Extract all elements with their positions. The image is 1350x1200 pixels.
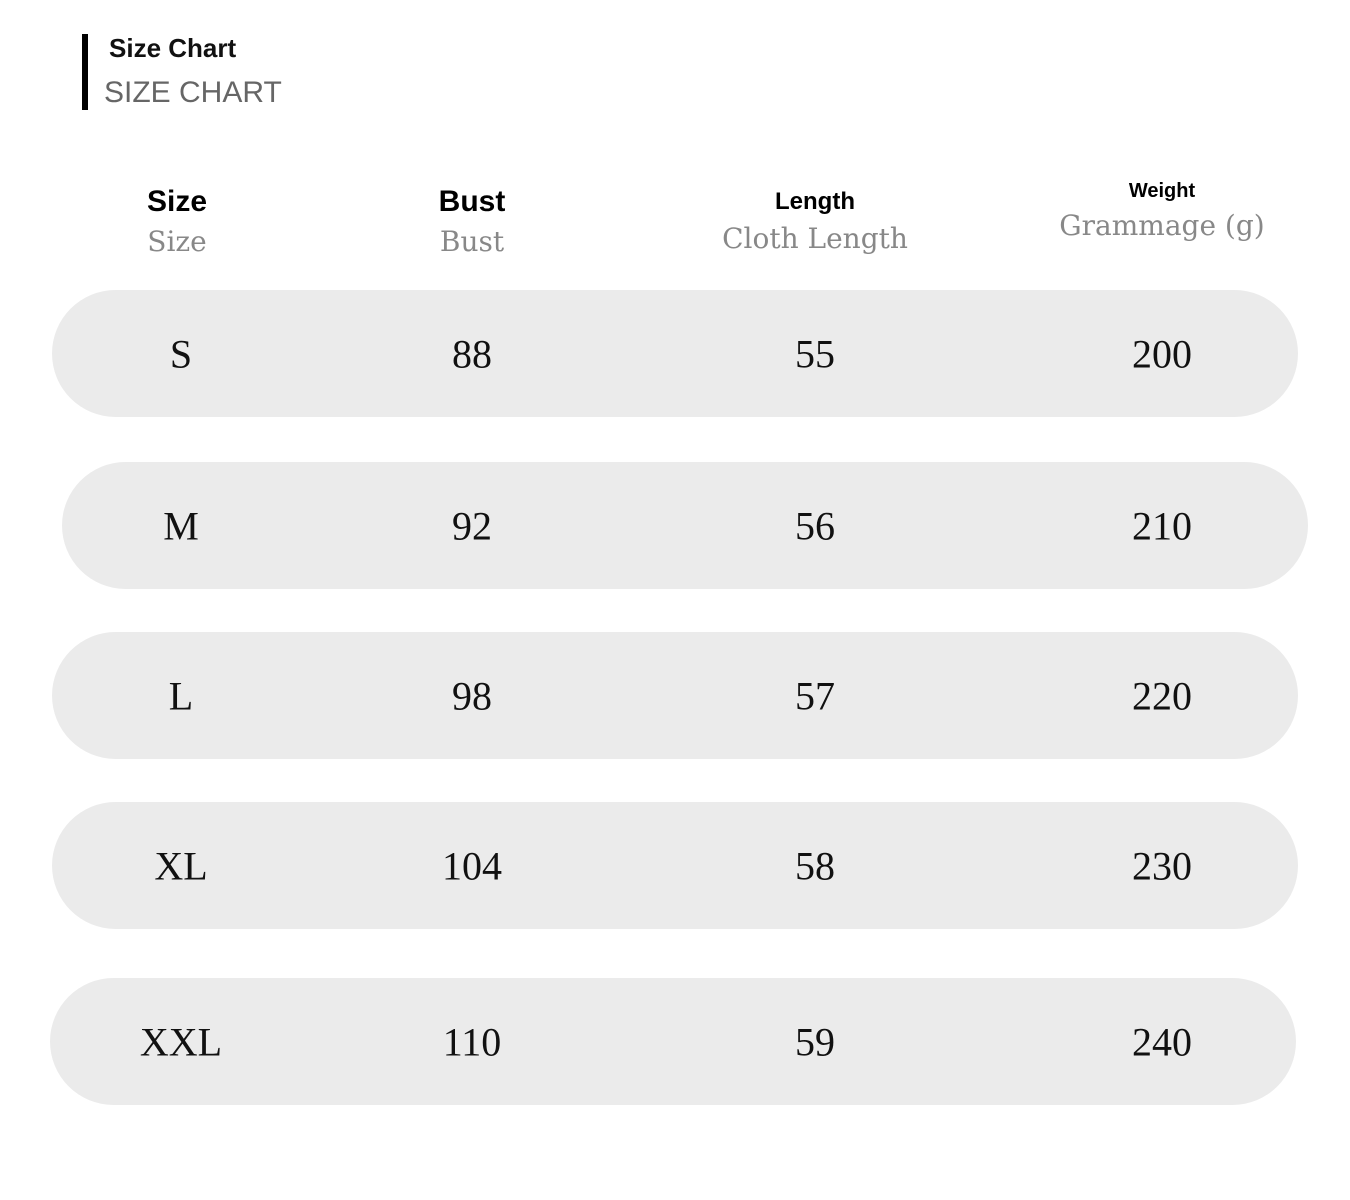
page-title: Size Chart [109,33,237,63]
table-cell: 200 [1132,331,1192,376]
column-header-main: Length [775,188,855,215]
table-cell: 88 [452,331,492,376]
table-cell: XXL [139,1019,223,1064]
table-cell: 230 [1132,843,1192,888]
column-header-sub: Size [147,225,207,258]
table-row: XL 104 58 230 [52,802,1298,929]
table-cell: 110 [442,1019,502,1064]
table-cell: 56 [795,503,835,548]
table-cell: 210 [1132,503,1192,548]
table-row: M 92 56 210 [62,462,1308,589]
table-cell: 57 [795,673,835,718]
table-cell: 59 [795,1019,835,1064]
column-header-sub: Grammage (g) [1059,209,1265,242]
column-header: Weight Grammage (g) [1012,180,1312,242]
column-header: Bust Bust [322,185,622,258]
table-row: L 98 57 220 [52,632,1298,759]
page-subtitle: SIZE CHART [104,76,282,109]
table-cell: 55 [795,331,835,376]
column-header-main: Size [146,185,208,218]
column-header-main: Weight [1128,180,1196,202]
table-cell: 104 [442,843,502,888]
table-row: XXL 110 59 240 [50,978,1296,1105]
column-header: Size Size [27,185,327,258]
table-cell: 58 [795,843,835,888]
column-header-sub: Cloth Length [722,222,908,255]
column-header-sub: Bust [439,225,505,258]
table-cell: M [163,503,199,548]
column-header: Length Cloth Length [665,188,965,255]
table-cell: 220 [1132,673,1192,718]
title-accent-bar [82,34,88,110]
table-cell: S [169,331,193,376]
table-cell: 240 [1132,1019,1192,1064]
table-row: S 88 55 200 [52,290,1298,417]
column-header-main: Bust [438,185,506,218]
table-cell: 92 [452,503,492,548]
table-cell: XL [154,843,208,888]
table-cell: L [168,673,194,718]
table-cell: 98 [452,673,492,718]
